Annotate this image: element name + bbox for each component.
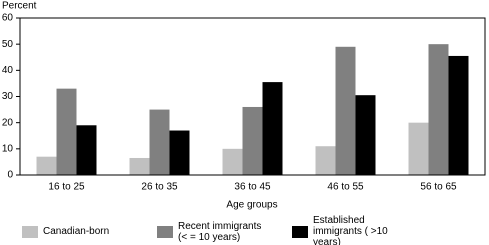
bar [315,146,336,175]
x-tick-label: 26 to 35 [141,182,178,193]
y-tick-label: 0 [7,170,13,181]
y-tick-label: 50 [2,39,14,50]
chart: Percent Age groups 0 10 20 30 40 50 60 16 to 25… [2,1,486,211]
bar [355,95,376,175]
bar [335,46,356,176]
y-tick-label: 20 [2,117,14,128]
legend-swatch [22,225,38,238]
x-tick-label: 16 to 25 [48,182,85,193]
x-axis-label: Age groups [226,200,277,211]
x-tick-label: 46 to 55 [327,182,364,193]
bar [262,82,283,175]
x-tick-label: 36 to 45 [234,182,271,193]
legend-label: Established immigrants ( >10 years) [313,215,388,245]
bar [448,55,469,175]
legend-label: Recent immigrants (< = 10 years) [178,220,262,243]
bar [242,106,263,175]
y-tick-label: 30 [2,91,14,102]
bar [149,109,170,175]
x-tick-label: 56 to 65 [420,182,457,193]
bar [408,122,429,175]
bar [36,156,57,175]
bar [222,148,243,175]
legend-item: Canadian-born [22,218,138,245]
y-tick-label: 60 [2,13,14,24]
bar [76,125,97,175]
y-axis-label: Percent [2,1,37,12]
y-tick-label: 40 [2,65,14,76]
legend-swatch [292,225,308,238]
bar [428,44,449,175]
legend-swatch [157,225,173,238]
legend-item: Established immigrants ( >10 years) [292,215,408,245]
bar [169,130,190,175]
legend-label: Canadian-born [43,226,110,237]
bar [56,88,77,175]
plot-frame [19,17,486,176]
legend: Canadian-born Recent immigrants (< = 10 y… [0,215,489,245]
legend-item: Recent immigrants (< = 10 years) [157,218,273,245]
bar [129,157,150,175]
y-tick-label: 10 [2,143,14,154]
